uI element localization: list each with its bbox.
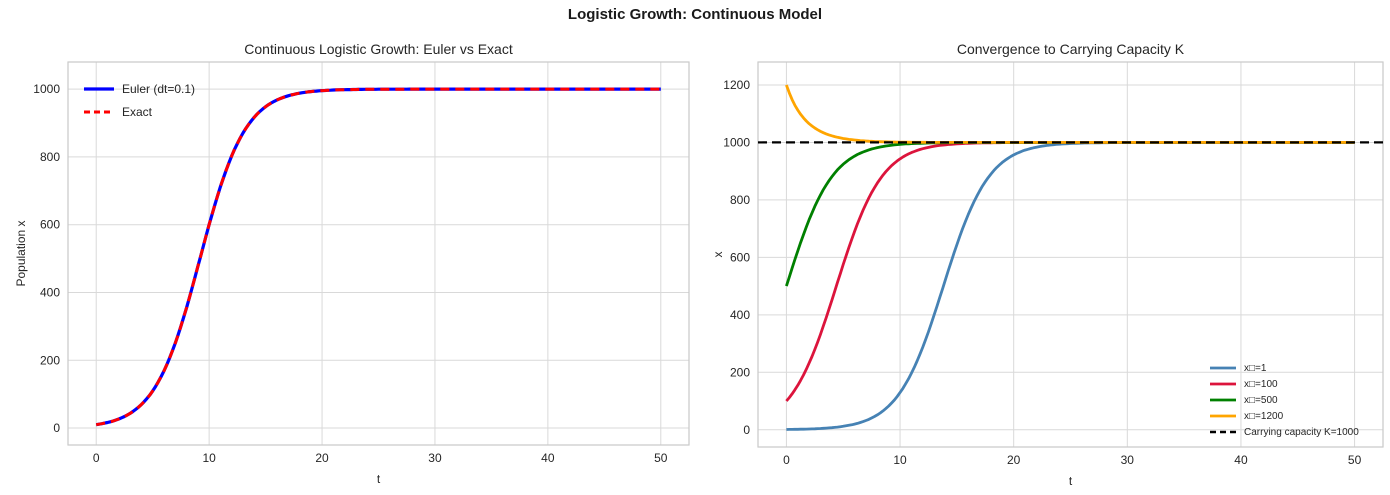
series-line: [785, 84, 1355, 144]
x-tick-label: 10: [893, 453, 907, 467]
axes-frame: [67, 61, 690, 446]
legend-label: Euler (dt=0.1): [122, 82, 195, 96]
legend-label: x□=100: [1244, 379, 1278, 390]
legend-label: x□=500: [1244, 395, 1278, 406]
x-tick-label: 50: [1348, 453, 1362, 467]
x-tick-label: 30: [1121, 453, 1135, 467]
y-tick-label: 600: [730, 250, 750, 264]
axes-frame: [757, 61, 1384, 448]
x-tick-label: 30: [428, 451, 442, 465]
legend-label: Exact: [122, 105, 153, 119]
x-tick-label: 50: [654, 451, 668, 465]
y-axis-label: x: [711, 252, 725, 258]
series-line: [95, 87, 661, 427]
x-tick-label: 10: [202, 451, 216, 465]
y-tick-label: 200: [730, 365, 750, 379]
x-tick-label: 20: [1007, 453, 1021, 467]
x-tick-label: 20: [315, 451, 329, 465]
y-tick-label: 1000: [33, 82, 60, 96]
series-line: [785, 141, 1355, 287]
figure-suptitle: Logistic Growth: Continuous Model: [567, 6, 823, 23]
y-tick-label: 200: [40, 353, 60, 367]
y-tick-label: 800: [730, 193, 750, 207]
y-tick-label: 600: [40, 218, 60, 232]
y-tick-label: 0: [53, 421, 60, 435]
series-line: [785, 141, 1355, 402]
y-tick-label: 400: [40, 285, 60, 299]
x-axis-label: t: [1069, 474, 1073, 488]
y-tick-label: 0: [743, 423, 750, 437]
x-tick-label: 40: [541, 451, 555, 465]
chart-title: Convergence to Carrying Capacity K: [957, 41, 1185, 57]
y-axis-label: Population x: [14, 220, 28, 286]
x-tick-label: 0: [93, 451, 100, 465]
y-tick-label: 1000: [723, 135, 750, 149]
chart-title: Continuous Logistic Growth: Euler vs Exa…: [244, 41, 513, 57]
legend-label: x□=1200: [1244, 411, 1284, 422]
chart-right: 0 10 20 30 40 50 0 200 400 600 800 1000 1200 Converge…: [711, 41, 1384, 488]
x-tick-label: 0: [783, 453, 790, 467]
legend-label: x□=1: [1244, 363, 1267, 374]
y-tick-label: 1200: [723, 78, 750, 92]
x-axis-label: t: [377, 472, 381, 486]
y-tick-label: 400: [730, 308, 750, 322]
series-line: [95, 87, 661, 427]
y-tick-label: 800: [40, 150, 60, 164]
legend-label: Carrying capacity K=1000: [1244, 427, 1359, 438]
x-tick-label: 40: [1234, 453, 1248, 467]
chart-left: 0 10 20 30 40 50 0 200 400 600 800 1000 Continuous L…: [14, 41, 690, 486]
